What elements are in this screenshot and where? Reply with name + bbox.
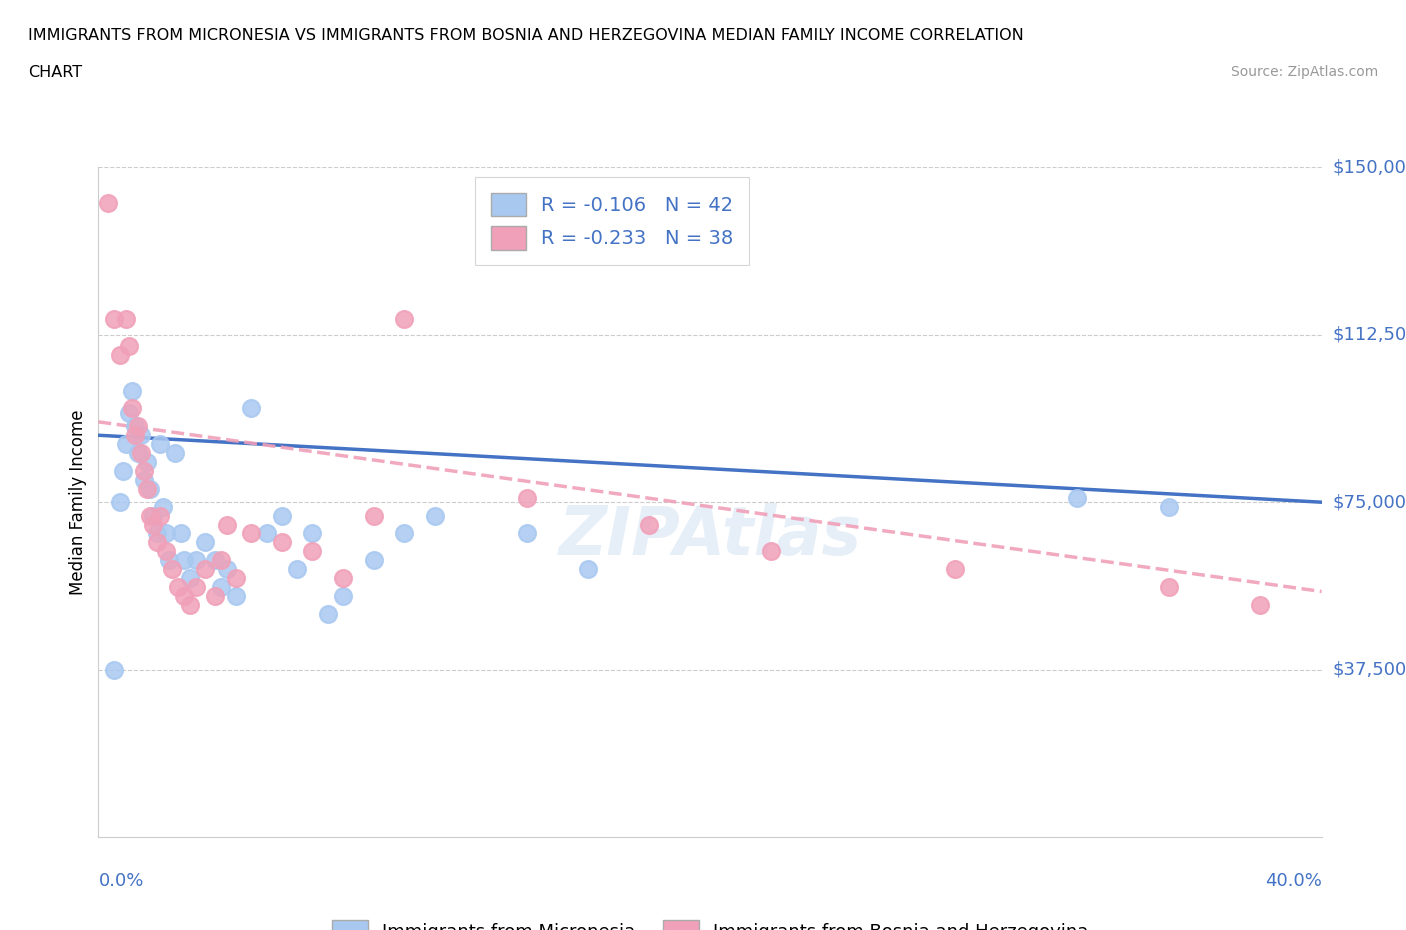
Point <box>145 526 167 541</box>
Point <box>121 383 143 398</box>
Point <box>209 552 232 567</box>
Point <box>363 552 385 567</box>
Point <box>1157 579 1180 594</box>
Point <box>943 562 966 577</box>
Point <box>194 562 217 577</box>
Text: ZIPAtlas: ZIPAtlas <box>558 503 862 568</box>
Point <box>127 418 149 433</box>
Point <box>173 552 195 567</box>
Text: CHART: CHART <box>28 65 82 80</box>
Point <box>129 428 152 443</box>
Point <box>134 463 156 478</box>
Point <box>155 526 177 541</box>
Point <box>108 495 131 510</box>
Point <box>142 508 165 523</box>
Point <box>170 526 193 541</box>
Point <box>179 571 201 586</box>
Point <box>108 348 131 363</box>
Point <box>134 472 156 487</box>
Point <box>225 571 247 586</box>
Point <box>155 544 177 559</box>
Point <box>139 482 162 497</box>
Point <box>186 552 208 567</box>
Point <box>118 405 141 420</box>
Y-axis label: Median Family Income: Median Family Income <box>69 409 87 595</box>
Legend: Immigrants from Micronesia, Immigrants from Bosnia and Herzegovina: Immigrants from Micronesia, Immigrants f… <box>325 913 1095 930</box>
Point <box>225 589 247 604</box>
Point <box>152 499 174 514</box>
Text: 40.0%: 40.0% <box>1265 871 1322 890</box>
Text: $150,000: $150,000 <box>1333 158 1406 177</box>
Point <box>1157 499 1180 514</box>
Point <box>240 401 263 416</box>
Point <box>149 437 172 452</box>
Point <box>363 508 385 523</box>
Point <box>97 195 120 210</box>
Point <box>118 339 141 353</box>
Point <box>136 455 159 470</box>
Point <box>149 508 172 523</box>
Point <box>1066 490 1088 505</box>
Point <box>316 606 339 621</box>
Point <box>392 526 416 541</box>
Text: $75,000: $75,000 <box>1333 493 1406 512</box>
Point <box>115 312 138 326</box>
Point <box>204 552 226 567</box>
Point <box>392 312 416 326</box>
Point <box>157 552 180 567</box>
Point <box>127 445 149 460</box>
Text: 0.0%: 0.0% <box>98 871 143 890</box>
Point <box>115 437 138 452</box>
Point <box>285 562 308 577</box>
Point <box>139 508 162 523</box>
Point <box>160 562 183 577</box>
Point <box>256 526 278 541</box>
Point <box>194 535 217 550</box>
Point <box>332 589 354 604</box>
Point <box>1249 597 1271 612</box>
Point <box>759 544 782 559</box>
Point <box>111 463 134 478</box>
Point <box>136 482 159 497</box>
Point <box>301 526 323 541</box>
Point <box>142 517 165 532</box>
Point <box>124 418 146 433</box>
Point <box>516 526 538 541</box>
Point <box>124 428 146 443</box>
Point <box>240 526 263 541</box>
Text: $112,500: $112,500 <box>1333 326 1406 344</box>
Point <box>186 579 208 594</box>
Point <box>270 508 292 523</box>
Text: $37,500: $37,500 <box>1333 660 1406 679</box>
Point <box>637 517 661 532</box>
Point <box>103 312 125 326</box>
Point <box>167 579 190 594</box>
Point <box>121 401 143 416</box>
Point <box>209 579 232 594</box>
Point <box>215 562 238 577</box>
Point <box>179 597 201 612</box>
Point <box>423 508 446 523</box>
Point <box>129 445 152 460</box>
Point <box>103 662 125 677</box>
Point <box>301 544 323 559</box>
Point <box>145 535 167 550</box>
Text: Source: ZipAtlas.com: Source: ZipAtlas.com <box>1230 65 1378 79</box>
Point <box>576 562 599 577</box>
Point <box>516 490 538 505</box>
Point <box>270 535 292 550</box>
Text: IMMIGRANTS FROM MICRONESIA VS IMMIGRANTS FROM BOSNIA AND HERZEGOVINA MEDIAN FAMI: IMMIGRANTS FROM MICRONESIA VS IMMIGRANTS… <box>28 28 1024 43</box>
Point <box>215 517 238 532</box>
Point <box>204 589 226 604</box>
Point <box>163 445 186 460</box>
Point <box>173 589 195 604</box>
Point <box>332 571 354 586</box>
